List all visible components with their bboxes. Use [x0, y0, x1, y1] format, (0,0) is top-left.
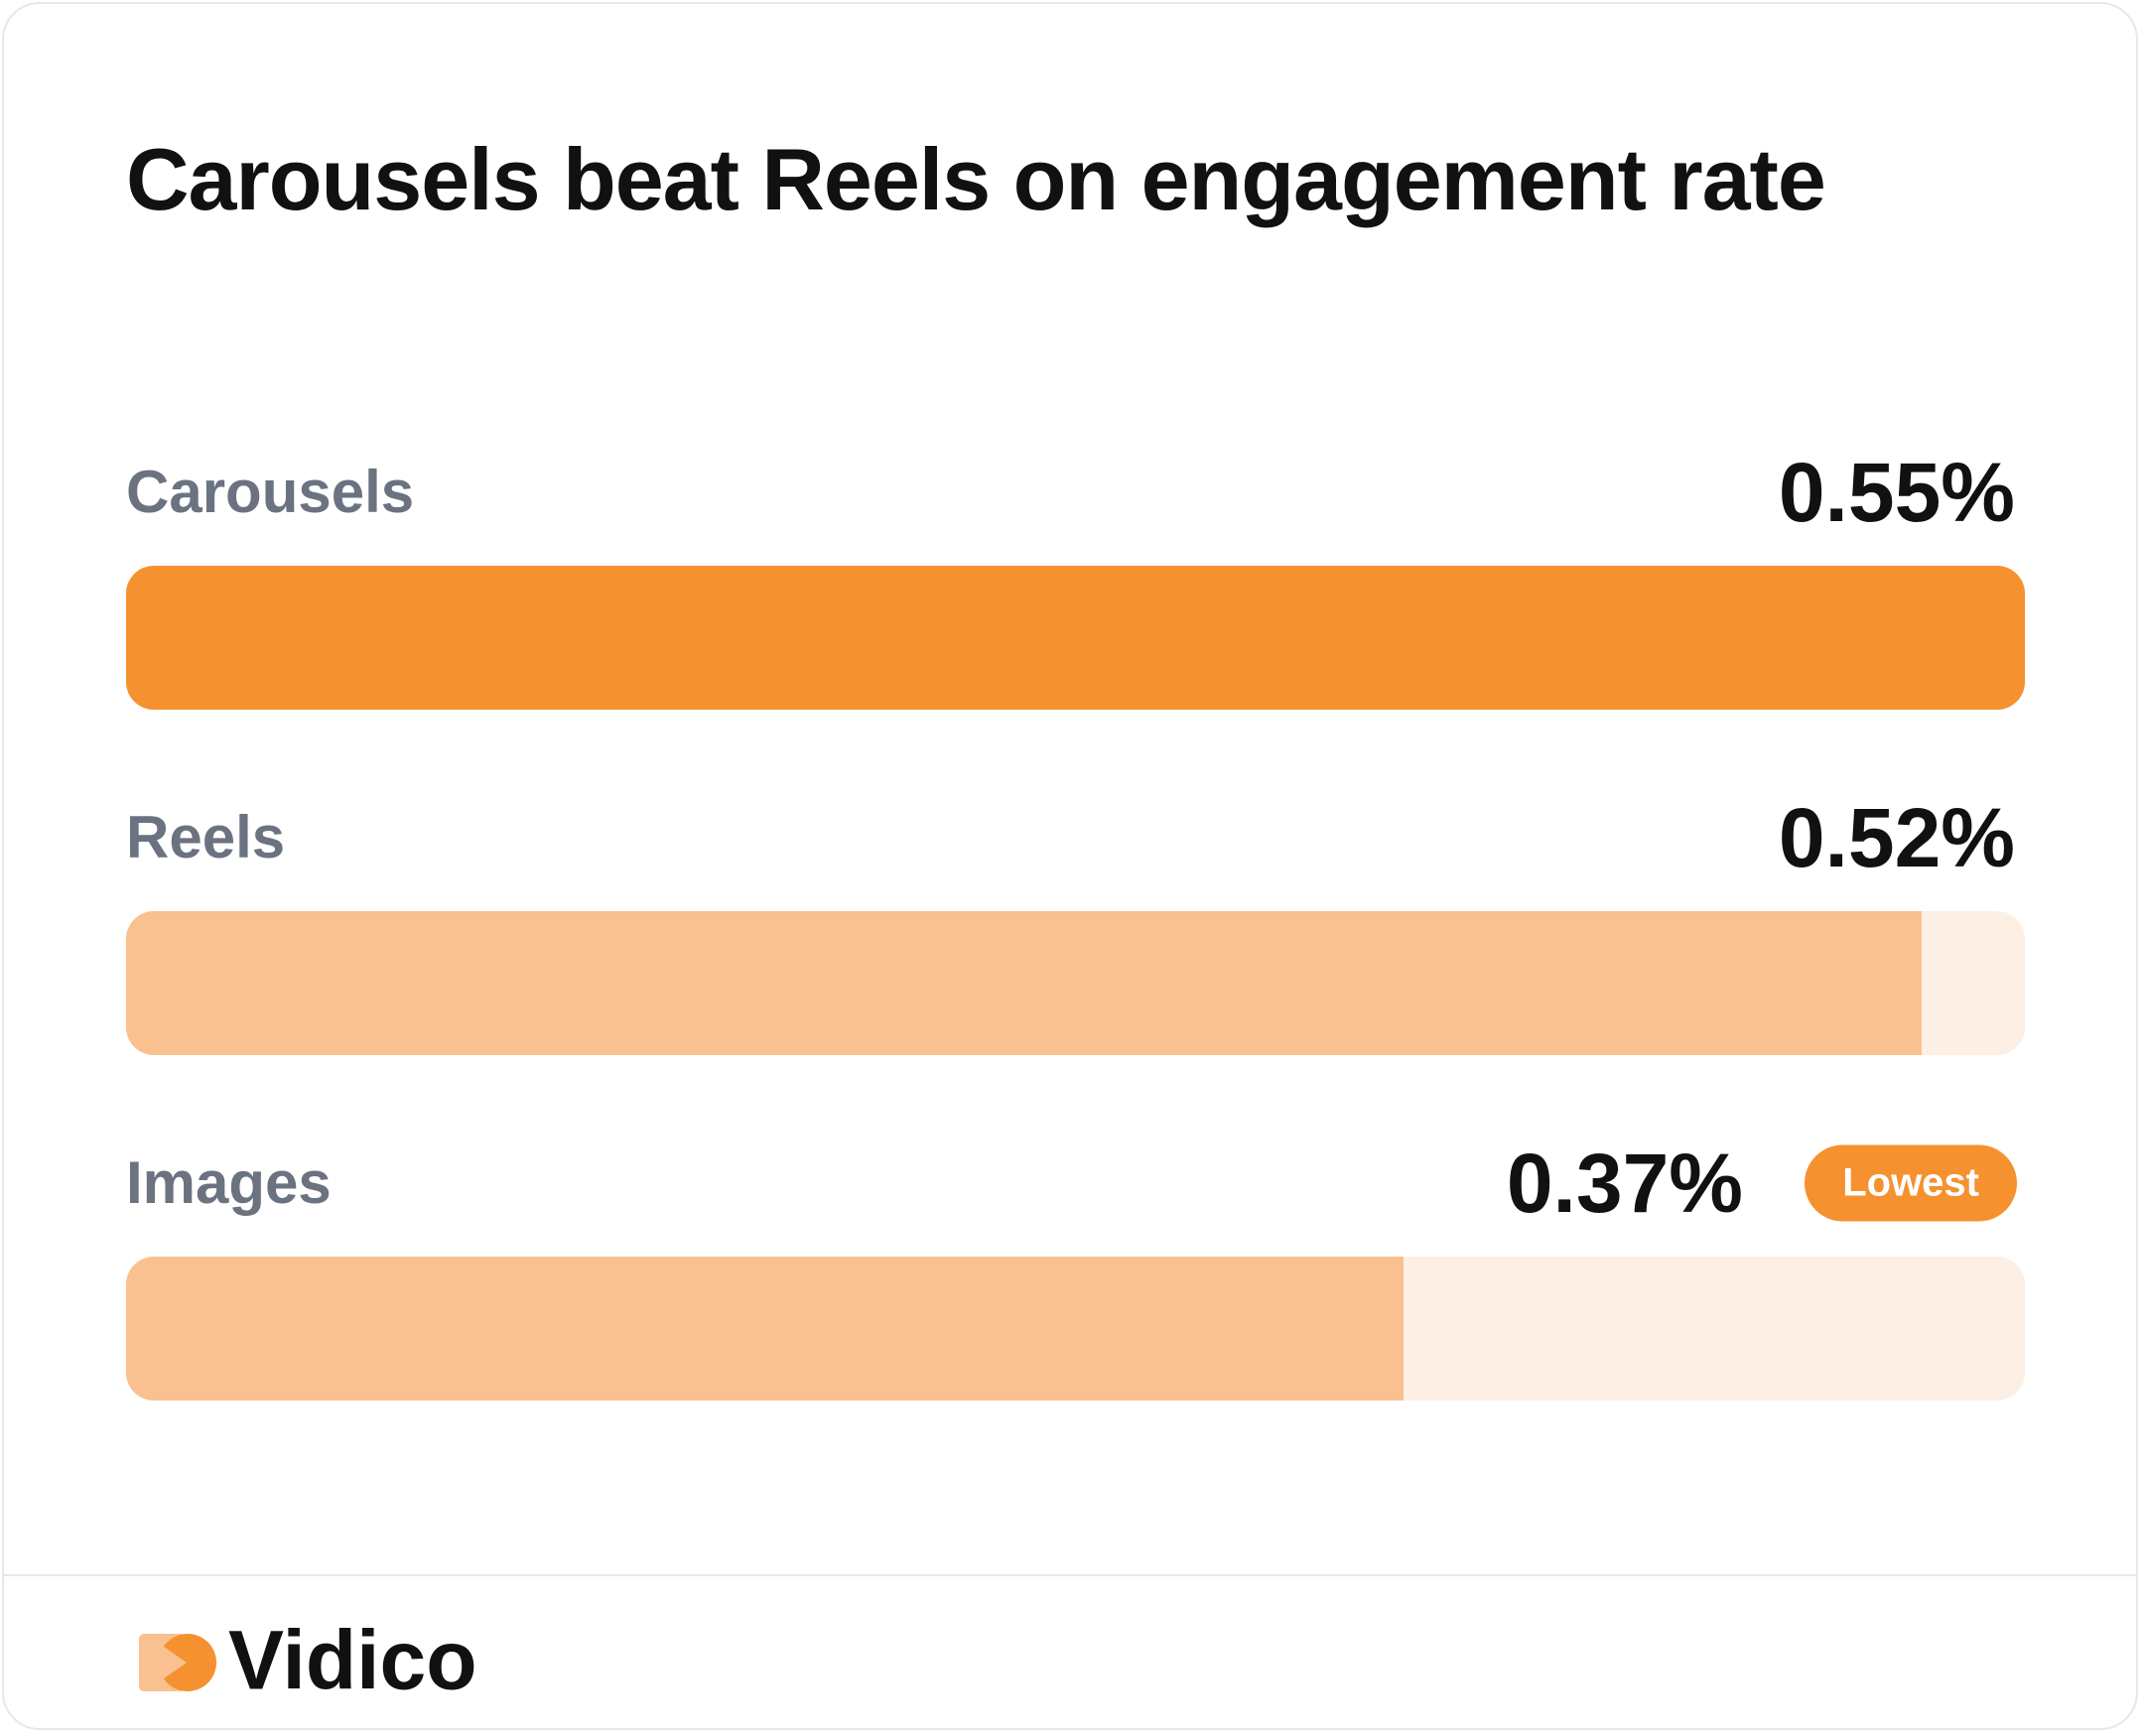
brand-name: Vidico: [228, 1613, 477, 1707]
brand-logo: [139, 1634, 216, 1691]
category-label: Images: [126, 1149, 332, 1216]
bar-track: [126, 1257, 2025, 1401]
value-label: 0.37%: [1506, 1136, 1743, 1230]
value-label: 0.55%: [1778, 446, 2015, 539]
badge: Lowest: [1805, 1144, 2017, 1222]
category-label: Carousels: [126, 459, 415, 525]
bar: [126, 911, 1922, 1055]
category-label: Reels: [126, 804, 286, 870]
value-label: 0.52%: [1778, 791, 2015, 884]
bar-track: [126, 566, 2025, 710]
bar: [126, 1257, 1404, 1401]
bar-track: [126, 911, 2025, 1055]
footer-divider: [4, 1574, 2136, 1576]
bar: [126, 566, 2025, 710]
chart-title: Carousels beat Reels on engagement rate: [126, 130, 1826, 228]
